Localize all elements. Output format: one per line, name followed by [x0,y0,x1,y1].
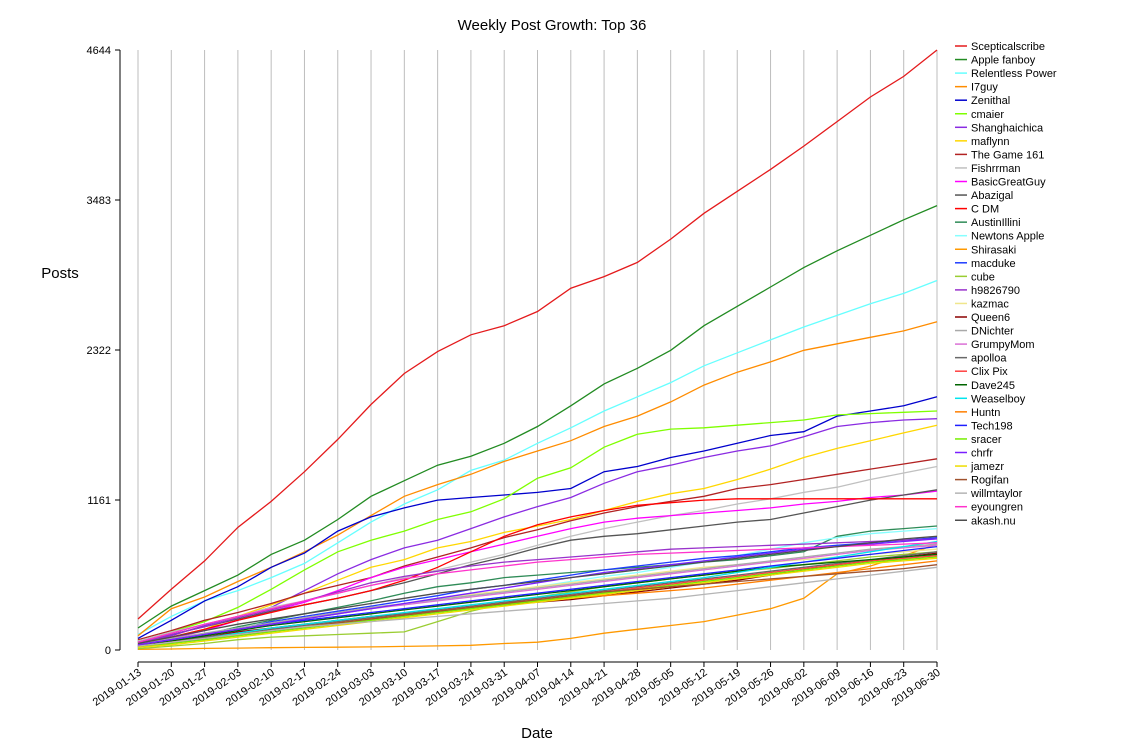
legend-label-jamezr: jamezr [970,461,1004,473]
legend-label-h9826790: h9826790 [971,285,1020,297]
legend-label-newtons-apple: Newtons Apple [971,231,1044,243]
series-line-willmtaylor [137,566,938,647]
series-line-maflynn [137,424,938,646]
series-line-dnichter [137,543,938,645]
series-line-austinillini [137,525,938,649]
series-line-cmaier [137,410,938,643]
legend-label-apple-fanboy: Apple fanboy [971,55,1036,67]
series-line-abazigal [137,489,938,643]
y-axis-title: Posts [41,265,79,282]
y-tick-label: 2322 [87,345,111,357]
chart-title: Weekly Post Growth: Top 36 [458,17,647,34]
legend-label-clix-pix: Clix Pix [971,366,1008,378]
series-lines [137,49,938,651]
legend-label-eyoungren: eyoungren [971,502,1023,514]
series-line-dave245 [137,553,938,647]
series-line-shirasaki [137,543,938,651]
y-tick-label: 4644 [87,45,111,57]
legend-label-shirasaki: Shirasaki [971,244,1016,256]
legend-label-dnichter: DNichter [971,326,1014,338]
legend-label-cmaier: cmaier [971,109,1004,121]
legend-label-huntn: Huntn [971,407,1000,419]
series-line-eyoungren [137,542,938,643]
legend-label-relentless-power: Relentless Power [971,68,1057,80]
legend-label-austinillini: AustinIllini [971,217,1021,229]
legend-label-cube: cube [971,271,995,283]
series-line-c-dm [137,498,937,645]
legend-label-chrfr: chrfr [971,448,993,460]
series-line-jamezr [137,557,938,649]
legend-label-scepticalscribe: Scepticalscribe [971,41,1045,53]
x-axis-title: Date [521,725,553,742]
legend-label-queen6: Queen6 [971,312,1010,324]
series-line-akash-nu [137,535,938,645]
legend-label-sracer: sracer [971,434,1002,446]
series-line-fishrrman [137,465,938,642]
legend-label-c-dm: C DM [971,204,999,216]
series-line-sracer [137,556,938,649]
legend-label-kazmac: kazmac [971,298,1009,310]
series-line-relentless-power [137,279,938,636]
y-tick-label: 1161 [87,495,111,507]
y-tick-label: 3483 [87,195,111,207]
legend-label-dave245: Dave245 [971,380,1015,392]
legend-label-abazigal: Abazigal [971,190,1013,202]
legend-label-rogifan: Rogifan [971,475,1009,487]
legend-label-apolloa: apolloa [971,353,1007,365]
legend-label-the-game-161: The Game 161 [971,149,1044,161]
legend-label-tech198: Tech198 [971,420,1013,432]
legend-label-grumpymom: GrumpyMom [971,339,1035,351]
legend-label-weaselboy: Weaselboy [971,393,1026,405]
series-line-apolloa [137,551,938,646]
legend-label-fishrrman: Fishrrman [971,163,1021,175]
series-line-apple-fanboy [137,205,938,629]
y-tick-label: 0 [105,645,111,657]
legend-label-i7guy: I7guy [971,82,998,94]
series-line-h9826790 [137,538,938,643]
legend-label-macduke: macduke [971,258,1016,270]
series-line-chrfr [137,538,938,646]
series-line-scepticalscribe [137,49,938,620]
legend-label-maflynn: maflynn [971,136,1010,148]
legend-label-shanghaichica: Shanghaichica [971,122,1044,134]
legend-label-basicgreatguy: BasicGreatGuy [971,177,1046,189]
legend-label-akash-nu: akash.nu [971,515,1016,527]
axes: 011612322348346442019-01-132019-01-20201… [87,45,943,709]
series-line-zenithal [137,396,938,639]
legend-label-zenithal: Zenithal [971,95,1010,107]
series-line-the-game-161 [137,458,938,641]
legend-label-willmtaylor: willmtaylor [970,488,1023,500]
